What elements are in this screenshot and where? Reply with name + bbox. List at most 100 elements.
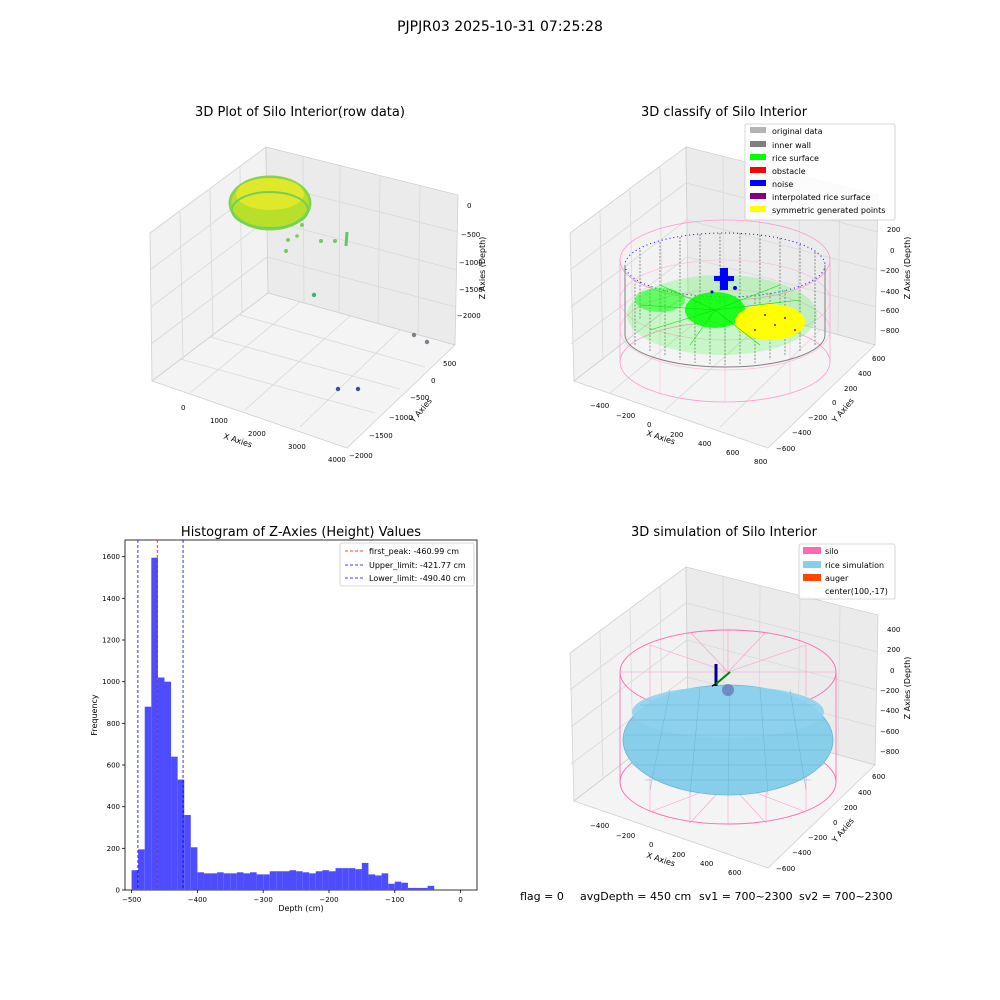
raw-y-tick: −1000: [389, 414, 413, 422]
classify-x-tick: 600: [726, 449, 739, 457]
classify-y-tick: 200: [844, 385, 857, 393]
legend-label: first_peak: -460.99 cm: [369, 547, 459, 556]
histogram-bar: [269, 871, 277, 890]
legend-label: symmetric generated points: [772, 206, 885, 215]
classify-y-ticks: 600 400 200 0 −200 −400 −600: [776, 355, 885, 453]
classify-x-tick: −200: [616, 412, 635, 420]
classify-z-tick: 200: [887, 226, 900, 234]
histogram-bar: [164, 681, 172, 890]
histogram-bar: [276, 871, 283, 890]
histogram-bar: [210, 873, 218, 890]
legend-label: interpolated rice surface: [772, 193, 870, 202]
simulation-z-ticks: 400 200 0 −200 −400 −600 −800: [880, 626, 900, 756]
legend-label: noise: [772, 180, 793, 189]
histogram-bar: [388, 883, 395, 890]
histogram-bar: [256, 874, 264, 891]
histogram-bar: [250, 872, 257, 890]
simulation-x-tick: −200: [616, 832, 635, 840]
classify-x-tick: 0: [647, 421, 651, 429]
simulation-y-tick: −600: [776, 865, 795, 873]
status-footer: flag = 0 avgDepth = 450 cm sv1 = 700~230…: [520, 890, 893, 903]
histogram-bar: [177, 779, 185, 890]
histogram-reference-lines: [137, 540, 184, 890]
simulation-x-tick: 600: [728, 869, 741, 877]
histogram-bar: [236, 872, 244, 890]
legend-swatch-rice-simulation: [803, 561, 821, 568]
simulation-legend: silo rice simulation auger center(100,-1…: [798, 543, 896, 600]
histogram-bar: [230, 873, 237, 890]
classify-panel: 3D classify of Silo Interior: [569, 105, 912, 466]
classify-z-axis-label: Z Axies (Depth): [903, 237, 912, 300]
histogram-bar: [394, 881, 402, 890]
y-tick-label: 1600: [102, 553, 120, 561]
histogram-bar: [427, 885, 435, 890]
x-tick-label: −400: [188, 896, 207, 904]
simulation-x-tick: −400: [590, 822, 609, 830]
simulation-y-tick: 0: [833, 819, 837, 827]
simulation-z-tick: −800: [880, 748, 899, 756]
y-tick-label: 800: [107, 720, 120, 728]
histogram-bar: [355, 869, 362, 890]
y-tick-label: 1000: [102, 678, 120, 686]
raw-x-tick: 0: [181, 404, 185, 412]
raw-z-tick: −2000: [457, 312, 481, 320]
classify-y-tick: 0: [832, 399, 836, 407]
simulation-x-tick: 200: [672, 851, 685, 859]
histogram-bar: [197, 872, 204, 890]
y-tick-label: 400: [107, 803, 120, 811]
simulation-y-ticks: 600 400 200 0 −200 −400 −600: [776, 773, 885, 873]
legend-label: inner wall: [772, 141, 811, 150]
raw-x-tick: 1000: [210, 417, 228, 425]
raw-z-tick: −500: [461, 231, 480, 239]
legend-label: original data: [772, 127, 823, 136]
raw-plot-title: 3D Plot of Silo Interior(row data): [195, 105, 405, 120]
raw-data-points: [228, 175, 430, 392]
histogram-bar: [184, 815, 191, 890]
legend-swatch-rice-surface: [750, 154, 766, 160]
raw-y-tick: −2000: [349, 452, 373, 460]
simulation-panel: 3D simulation of Silo Interior: [569, 525, 912, 877]
simulation-x-tick: 400: [700, 860, 713, 868]
legend-swatch-interpolated-rice-surface: [750, 193, 766, 199]
histogram-title: Histogram of Z-Axies (Height) Values: [181, 525, 421, 540]
legend-label: Lower_limit: -490.40 cm: [369, 574, 466, 583]
histogram-bars: [131, 557, 435, 891]
y-tick-label: 200: [107, 845, 120, 853]
simulation-y-tick: −400: [792, 849, 811, 857]
raw-x-tick: 2000: [248, 430, 266, 438]
sv2-status: sv2 = 700~2300: [799, 890, 893, 903]
legend-swatch-symmetric-generated-points: [750, 206, 766, 212]
histogram-bar: [302, 872, 310, 890]
histogram-bar: [217, 872, 224, 890]
y-tick-label: 600: [107, 762, 120, 770]
simulation-auger-icon: [711, 664, 731, 687]
classify-z-tick: −200: [880, 267, 899, 275]
simulation-z-tick: 0: [890, 667, 894, 675]
classify-z-ticks: 200 0 −200 −400 −600 −800: [880, 226, 900, 335]
x-tick-label: −200: [319, 896, 338, 904]
classify-plot-title: 3D classify of Silo Interior: [641, 105, 808, 120]
classify-y-tick: 400: [858, 370, 871, 378]
legend-swatch-noise: [750, 180, 766, 186]
simulation-rice-surface: [622, 684, 834, 797]
legend-swatch-auger: [803, 574, 821, 581]
simulation-plot-title: 3D simulation of Silo Interior: [631, 525, 818, 540]
histogram-bar: [243, 873, 251, 890]
y-tick-label: 0: [116, 887, 120, 895]
legend-label: rice simulation: [825, 561, 884, 570]
histogram-bar: [151, 557, 158, 890]
histogram-bar: [407, 887, 415, 890]
legend-label: center(100,-17): [825, 587, 888, 596]
histogram-x-axis-label: Depth (cm): [278, 904, 323, 913]
flag-status: flag = 0: [520, 890, 564, 903]
classify-z-tick: −400: [880, 288, 899, 296]
legend-label: rice surface: [772, 154, 819, 163]
histogram-bar: [223, 873, 231, 890]
legend-swatch-silo: [803, 547, 821, 554]
y-tick-label: 1400: [102, 595, 120, 603]
simulation-z-tick: −600: [880, 728, 899, 736]
simulation-y-tick: 200: [844, 804, 857, 812]
histogram-bar: [289, 870, 297, 890]
x-tick-label: −100: [385, 896, 404, 904]
